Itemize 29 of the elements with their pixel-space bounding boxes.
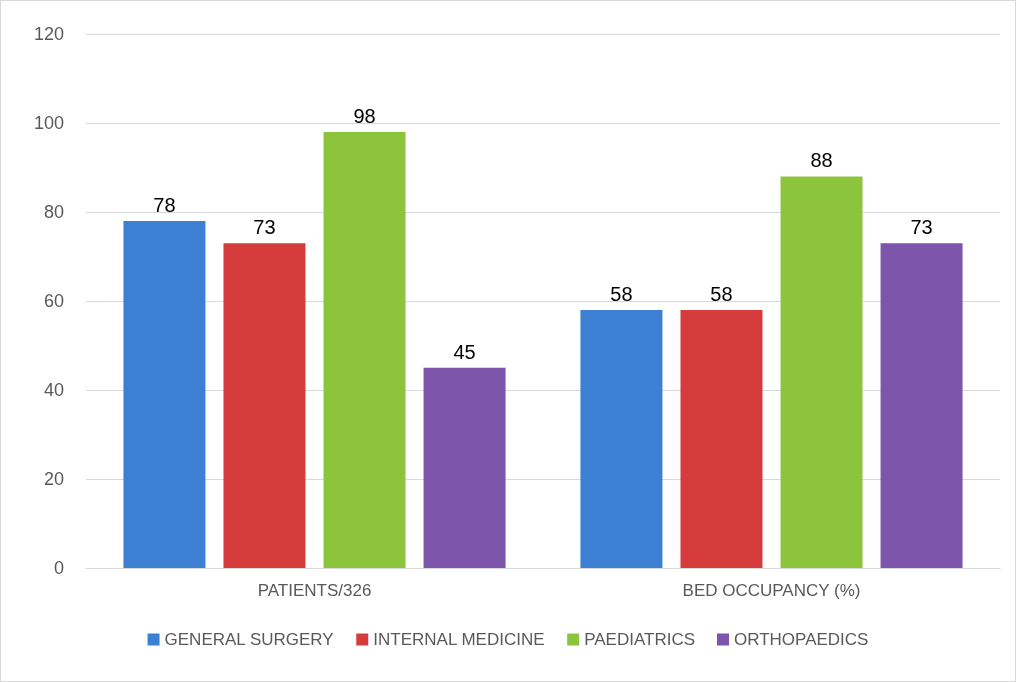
data-label: 58 [710, 282, 733, 305]
bar [580, 309, 663, 568]
legend-label: ORTHOPAEDICS [734, 630, 869, 649]
y-tick-label: 0 [53, 558, 64, 578]
legend-label: GENERAL SURGERY [164, 630, 334, 649]
y-tick-label: 60 [43, 291, 64, 311]
x-tick-label: PATIENTS/326 [257, 581, 372, 600]
y-tick-label: 120 [33, 24, 64, 44]
x-tick-label: BED OCCUPANCY (%) [682, 581, 861, 600]
data-label: 45 [453, 340, 476, 363]
legend-label: INTERNAL MEDICINE [373, 630, 545, 649]
bar [880, 243, 963, 568]
y-tick-label: 80 [43, 202, 64, 222]
data-label: 58 [610, 282, 633, 305]
bar [423, 367, 506, 568]
legend-label: PAEDIATRICS [584, 630, 696, 649]
bar [323, 131, 406, 568]
bar [680, 309, 763, 568]
y-tick-label: 100 [33, 113, 64, 133]
y-tick-label: 40 [43, 380, 64, 400]
y-tick-label: 20 [43, 469, 64, 489]
data-label: 73 [910, 216, 933, 239]
data-label: 78 [153, 193, 176, 216]
data-label: 98 [353, 104, 376, 127]
bar [223, 243, 306, 568]
bar [123, 220, 206, 568]
data-label: 73 [253, 216, 276, 239]
bar [780, 176, 863, 568]
data-label: 88 [810, 149, 833, 172]
